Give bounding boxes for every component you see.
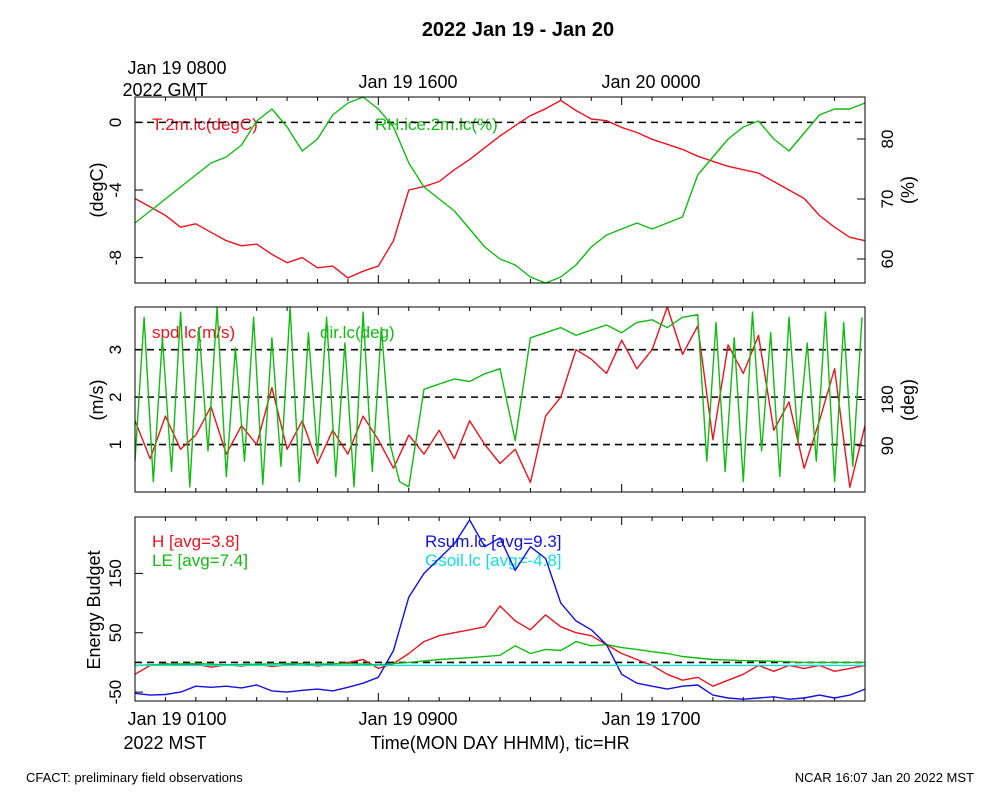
footer-left: CFACT: preliminary field observations (26, 770, 243, 785)
left-axis-label: (degC) (87, 162, 107, 217)
y-tick-label: -4 (106, 182, 125, 197)
y2-tick-label: 70 (878, 190, 897, 209)
legend-dir: dir.lc(deg) (320, 323, 395, 342)
y-tick-label: -50 (106, 680, 125, 705)
y2-tick-label: 180 (878, 385, 897, 413)
top-axis-tick-label: Jan 19 1600 (358, 72, 457, 92)
left-axis-label: (m/s) (87, 380, 107, 421)
y-tick-label: 0 (106, 118, 125, 127)
series-line-rsum (134, 519, 866, 700)
legend-h: H [avg=3.8] (152, 532, 239, 551)
series-line-dir (134, 306, 863, 488)
x-axis-label: Time(MON DAY HHMM), tic=HR (370, 733, 629, 753)
series-line-le (134, 640, 865, 667)
y2-tick-label: 90 (878, 436, 897, 455)
bottom-axis-start-line1: Jan 19 0100 (127, 709, 226, 729)
temperature-rh-panel: T.2m.lc(degC) RH.ice.2m.lc(%) (degC) (%)… (87, 96, 918, 284)
y-tick-label: 3 (106, 345, 125, 354)
bottom-axis-tick-label: Jan 19 1700 (601, 709, 700, 729)
y-tick-label: 150 (106, 559, 125, 587)
y2-tick-label: 60 (878, 250, 897, 269)
panel-frame (134, 306, 866, 493)
legend-gsoil: Gsoil.lc [avg=-4.8] (425, 551, 562, 570)
legend-rh: RH.ice.2m.lc(%) (375, 115, 498, 134)
series-line-h (134, 605, 866, 687)
wind-panel: spd.lc(m/s) dir.lc(deg) (m/s) (deg) 1 2 3 9… (87, 306, 918, 493)
y-tick-label: -8 (106, 250, 125, 265)
top-axis-start-line1: Jan 19 0800 (127, 58, 226, 78)
right-axis-label: (%) (898, 176, 918, 204)
legend-t2m: T.2m.lc(degC) (152, 115, 258, 134)
right-axis-label: (deg) (898, 379, 918, 421)
bottom-axis-tick-label: Jan 19 0900 (358, 709, 457, 729)
series-line-t (134, 99, 866, 279)
chart-title: 2022 Jan 19 - Jan 20 (422, 19, 614, 41)
series-line-spd (134, 306, 866, 488)
energy-budget-panel: H [avg=3.8] LE [avg=7.4] Rsum.lc [avg=9.… (84, 516, 866, 705)
y-tick-label: 1 (106, 440, 125, 449)
legend-le: LE [avg=7.4] (152, 551, 248, 570)
top-axis-tick-label: Jan 20 0000 (601, 72, 700, 92)
left-axis-label: Energy Budget (84, 550, 104, 669)
panel-frame-overlay (134, 516, 866, 702)
panel-frame-overlay (134, 96, 866, 284)
y-tick-label: 50 (106, 623, 125, 642)
y2-tick-label: 80 (878, 130, 897, 149)
footer-right: NCAR 16:07 Jan 20 2022 MST (795, 770, 974, 785)
panel-frame-overlay (134, 306, 866, 493)
y-tick-label: 2 (106, 392, 125, 401)
bottom-axis-start-line2: 2022 MST (123, 733, 206, 753)
series-line-rh (134, 96, 866, 284)
legend-spd: spd.lc(m/s) (152, 323, 235, 342)
top-axis-start-line2: 2022 GMT (122, 80, 207, 100)
